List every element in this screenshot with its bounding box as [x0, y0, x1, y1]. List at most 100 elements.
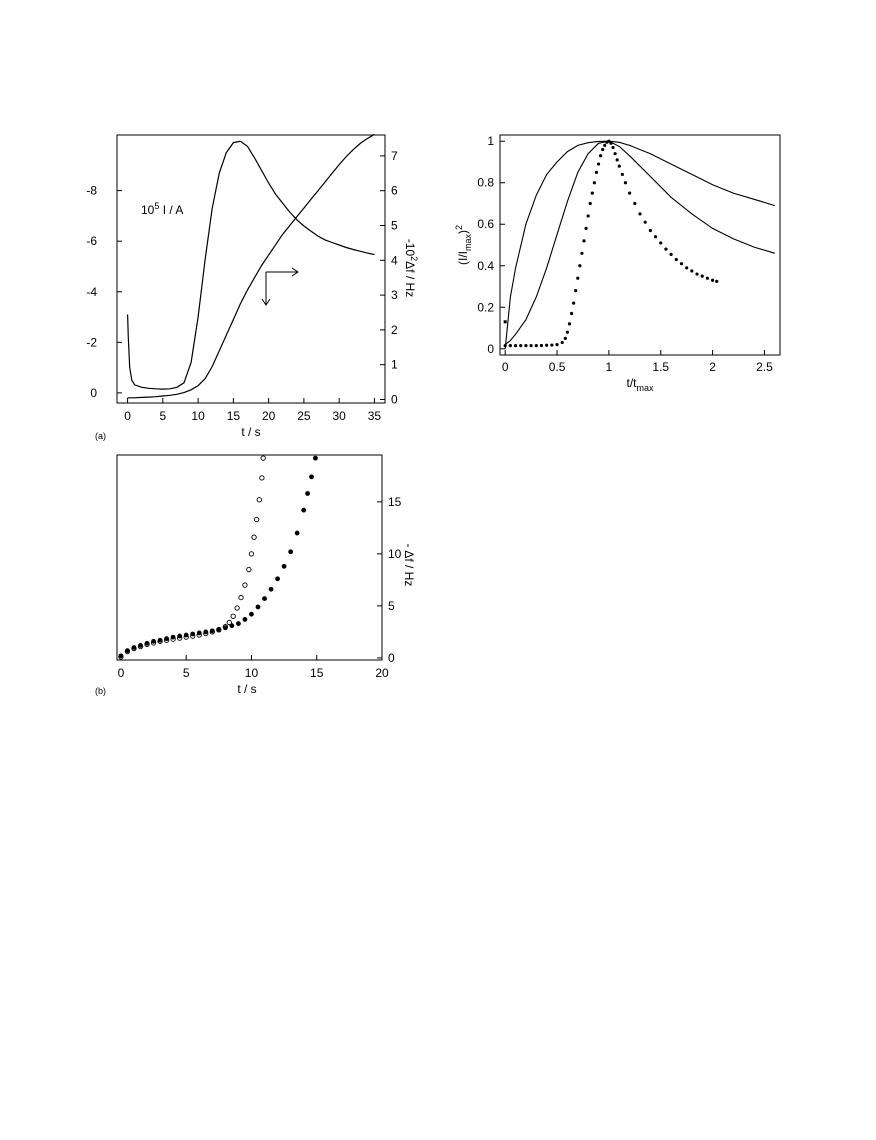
chart-c-dot	[613, 152, 617, 156]
chart-c-dot	[659, 241, 663, 245]
chart-b-point-open	[248, 551, 255, 557]
chart-c-xtick-label: 1	[606, 360, 613, 374]
chart-c-dot	[550, 343, 554, 347]
chart-c-dot	[653, 235, 658, 239]
chart-c-dot	[524, 344, 528, 348]
chart-c-dot	[638, 212, 642, 216]
chart-a-xtick-label: 15	[227, 409, 241, 423]
chart-a-xtick-label: 5	[159, 409, 166, 423]
chart-b-xtick-label: 5	[183, 666, 190, 680]
arrow-right-head	[291, 267, 299, 277]
chart-a-series-frequency	[127, 133, 375, 399]
chart-c-dot	[592, 181, 596, 185]
chart-c-dot	[611, 145, 615, 150]
chart-b-xtick-label: 0	[118, 666, 125, 680]
chart-a-ytick-left-label: 0	[90, 386, 97, 400]
chart-c-dot	[560, 340, 564, 345]
chart-c-dot	[529, 344, 533, 348]
chart-b-point-filled	[268, 586, 274, 592]
chart-c-xtick-label: 2.5	[756, 360, 773, 374]
chart-c-dot	[643, 220, 647, 224]
chart-b-point-open	[260, 455, 266, 461]
chart-a-xtick-label: 10	[191, 409, 205, 423]
chart-c-dot	[623, 181, 628, 185]
chart-c-series-line-2	[504, 140, 775, 346]
chart-c-dot	[685, 266, 689, 270]
chart-c-dot	[503, 344, 507, 348]
chart-b-point-filled	[170, 634, 176, 640]
chart-b-point-filled	[183, 632, 189, 638]
chart-b-point-filled	[236, 621, 241, 626]
chart-a-ytick-right-label: 2	[391, 323, 398, 337]
chart-b-point-open	[238, 594, 244, 601]
chart-c-ytick-label: 0.6	[477, 217, 494, 231]
chart-b-xtick-label: 15	[310, 666, 324, 680]
chart-b-point-filled	[131, 645, 137, 650]
chart-a-arrows	[261, 267, 299, 306]
chart-b-point-filled	[275, 576, 280, 582]
chart-b-point-filled	[294, 530, 300, 536]
chart-b-point-filled	[151, 638, 156, 644]
chart-c-dot	[569, 311, 574, 316]
chart-a-xtick-label: 25	[297, 409, 311, 423]
chart-a-xlabel: t / s	[241, 425, 260, 439]
chart-b-ylabel-right: - Δf / Hz	[402, 544, 416, 587]
chart-b-ytick-right-label: 15	[388, 495, 402, 509]
chart-c-dot	[584, 226, 588, 230]
chart-b-point-filled	[222, 625, 228, 631]
chart-c-dot	[674, 257, 678, 262]
chart-c-series-line-1	[504, 140, 775, 349]
chart-a-panel-label: (a)	[95, 431, 106, 441]
chart-c-xtick-label: 0.5	[549, 360, 566, 374]
chart-c-dot	[715, 279, 719, 283]
chart-b-point-filled	[125, 648, 130, 654]
chart-b-point-filled	[209, 628, 215, 634]
chart-c-ytick-label: 1	[487, 134, 494, 148]
chart-b-point-filled	[157, 637, 163, 643]
chart-c-dot	[563, 336, 567, 340]
chart-b-point-filled	[144, 640, 150, 646]
chart-c-dot	[513, 344, 518, 348]
chart-c-frame	[499, 134, 781, 356]
chart-c-dot	[669, 252, 673, 256]
chart-b-point-open	[226, 619, 232, 626]
chart-a-ytick-left-label: -2	[86, 335, 97, 349]
chart-c-dot	[594, 170, 599, 174]
chart-c-dot	[508, 344, 512, 348]
chart-c-dot	[586, 214, 590, 218]
chart-b-point-open	[234, 605, 240, 611]
chart-c-dot	[609, 141, 613, 145]
chart-c-dot	[603, 143, 607, 147]
chart-c-dot	[519, 344, 523, 348]
chart-b-xtick-label: 20	[375, 666, 389, 680]
chart-c-ytick-label: 0.4	[477, 259, 494, 273]
chart-a-ytick-right-label: 3	[391, 288, 398, 302]
chart-b-point-filled	[242, 617, 248, 622]
arrow-down-head	[261, 298, 271, 306]
chart-c-dot	[580, 251, 584, 255]
chart-b-point-filled	[216, 626, 222, 632]
chart-b-ytick-right-label: 5	[388, 599, 395, 613]
chart-c-extra-point	[503, 320, 507, 324]
chart-c-ytick-label: 0	[487, 342, 494, 356]
chart-c-dot	[567, 322, 572, 326]
chart-b-point-open	[246, 566, 252, 573]
chart-a-ytick-left-label: -4	[86, 285, 97, 299]
chart-c-dot	[576, 276, 580, 280]
chart-a-ytick-right-label: 1	[391, 358, 398, 372]
chart-c-xtick-label: 2	[709, 360, 716, 374]
chart-c-dot	[615, 158, 619, 162]
chart-c-dot	[700, 274, 704, 278]
chart-c-dot	[679, 262, 684, 266]
chart-b-point-filled	[309, 474, 314, 480]
chart-c-ylabel: (I/Imax)2	[454, 225, 473, 265]
chart-c-xtick-label: 1.5	[652, 360, 669, 374]
chart-c-dot	[582, 239, 586, 243]
chart-b-point-open	[251, 534, 257, 540]
chart-a-ytick-left-label: -8	[86, 184, 97, 198]
chart-c-dot	[574, 289, 578, 293]
chart-c-dot	[555, 343, 559, 347]
chart-b-point-filled	[177, 633, 183, 639]
chart-b: 0 5 10 15 20 0 5 10 15 t / s - Δf / Hz (b)	[95, 454, 416, 696]
